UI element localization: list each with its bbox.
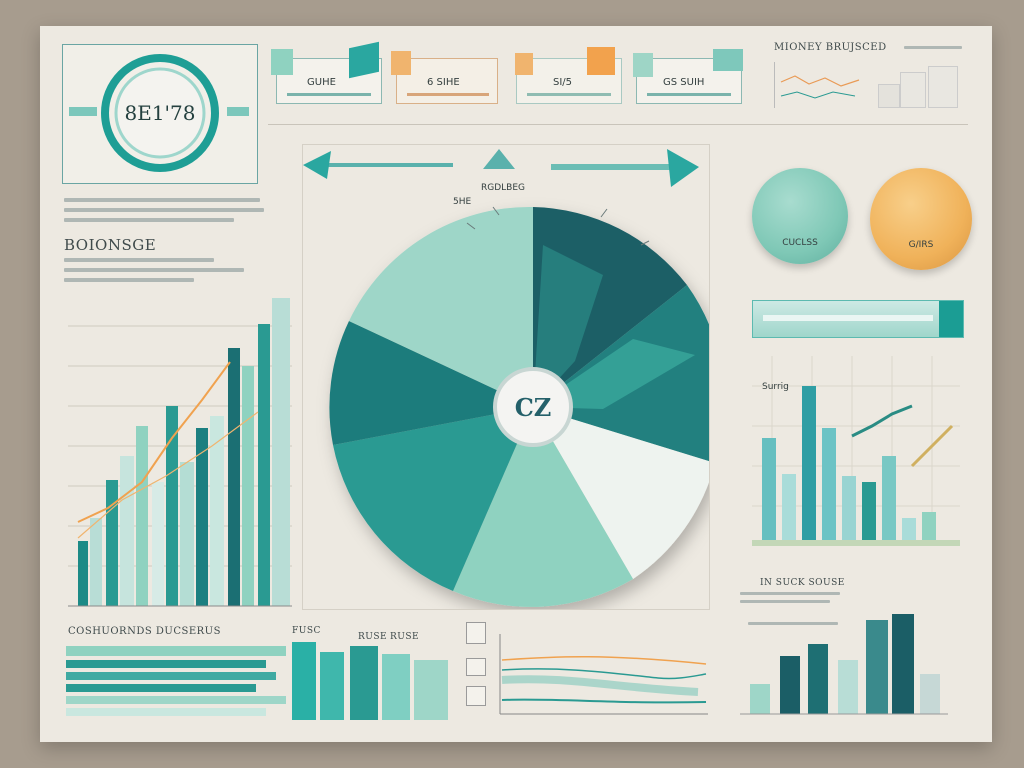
mini-chart-label: Surrig (762, 382, 789, 392)
top-card-label: GUHE (307, 77, 336, 88)
pie-top-label: RGDLBEG (481, 183, 526, 193)
coin-right-label: G/IRS (908, 240, 934, 250)
coin-right: G/IRS (870, 168, 972, 270)
text-line (64, 278, 194, 282)
badge-ring-icon (69, 54, 249, 172)
money-panel: MIONEY BRUJSCED (774, 42, 966, 112)
text-line (64, 208, 264, 212)
document-icon (466, 622, 486, 644)
bottom-left-label: COSHUORNDS DUCSERUS (68, 626, 221, 637)
card-flag-icon (587, 47, 615, 75)
arrow-up-icon (483, 149, 515, 169)
document-icon (466, 686, 486, 706)
top-card-row: GUHE 6 SIHE SI/5 GS SUIH (270, 41, 750, 108)
top-card: SI/5 (515, 47, 622, 104)
text-line (64, 258, 214, 262)
card-corner-icon (515, 53, 533, 75)
card-corner-icon (633, 53, 653, 77)
left-heading: BOIONSGE (64, 236, 157, 254)
top-card-label: 6 SIHE (427, 77, 460, 88)
bottom-right-bar-chart (740, 614, 948, 715)
arrow-right-icon (551, 149, 699, 187)
pie-center-label: CZ (514, 393, 552, 422)
text-line (64, 198, 260, 202)
badge-panel: 8E1'78 (62, 44, 258, 184)
top-card: GUHE (271, 41, 382, 104)
bottom-wave-panel (292, 642, 448, 720)
bottom-mid-label: RUSE (390, 632, 420, 642)
left-bar-chart (68, 298, 292, 607)
top-card-label: SI/5 (553, 77, 573, 88)
pie-chart (329, 206, 709, 607)
text-line (64, 218, 234, 222)
card-corner-icon (271, 49, 293, 75)
divider (268, 124, 968, 125)
top-card-label: GS SUIH (663, 77, 705, 88)
infographic-board: 8E1'78 BOIONSGE GUHE 6 SIHE SI/5 GS (40, 26, 992, 742)
right-caption: IN SUCK SOUSE (760, 578, 845, 588)
document-icon (466, 658, 486, 676)
card-flag-icon (349, 41, 379, 79)
mini-line-plot-icon (780, 75, 860, 99)
right-bar-chart (752, 356, 960, 546)
mini-line-plot (774, 62, 865, 108)
top-card: 6 SIHE (391, 51, 498, 104)
pie-panel: RGDLBEG 5HE CZ (302, 144, 710, 610)
bottom-stripe-table (66, 646, 286, 718)
card-flag-icon (713, 49, 743, 71)
bottom-mid-label: RUSE (358, 632, 388, 642)
progress-bar (752, 300, 964, 338)
coin-left-label: CUCLSS (782, 238, 818, 248)
card-corner-icon (391, 51, 411, 75)
arrow-left-icon (303, 151, 453, 179)
pie-note-label: 5HE (453, 197, 472, 207)
text-line (64, 268, 244, 272)
bottom-mid-label: FUSC (292, 626, 321, 636)
money-panel-title: MIONEY BRUJSCED (774, 42, 887, 53)
badge-value: 8E1'78 (124, 101, 196, 125)
coin-left: CUCLSS (752, 168, 848, 264)
top-card: GS SUIH (633, 49, 743, 104)
bottom-line-chart (499, 634, 708, 715)
